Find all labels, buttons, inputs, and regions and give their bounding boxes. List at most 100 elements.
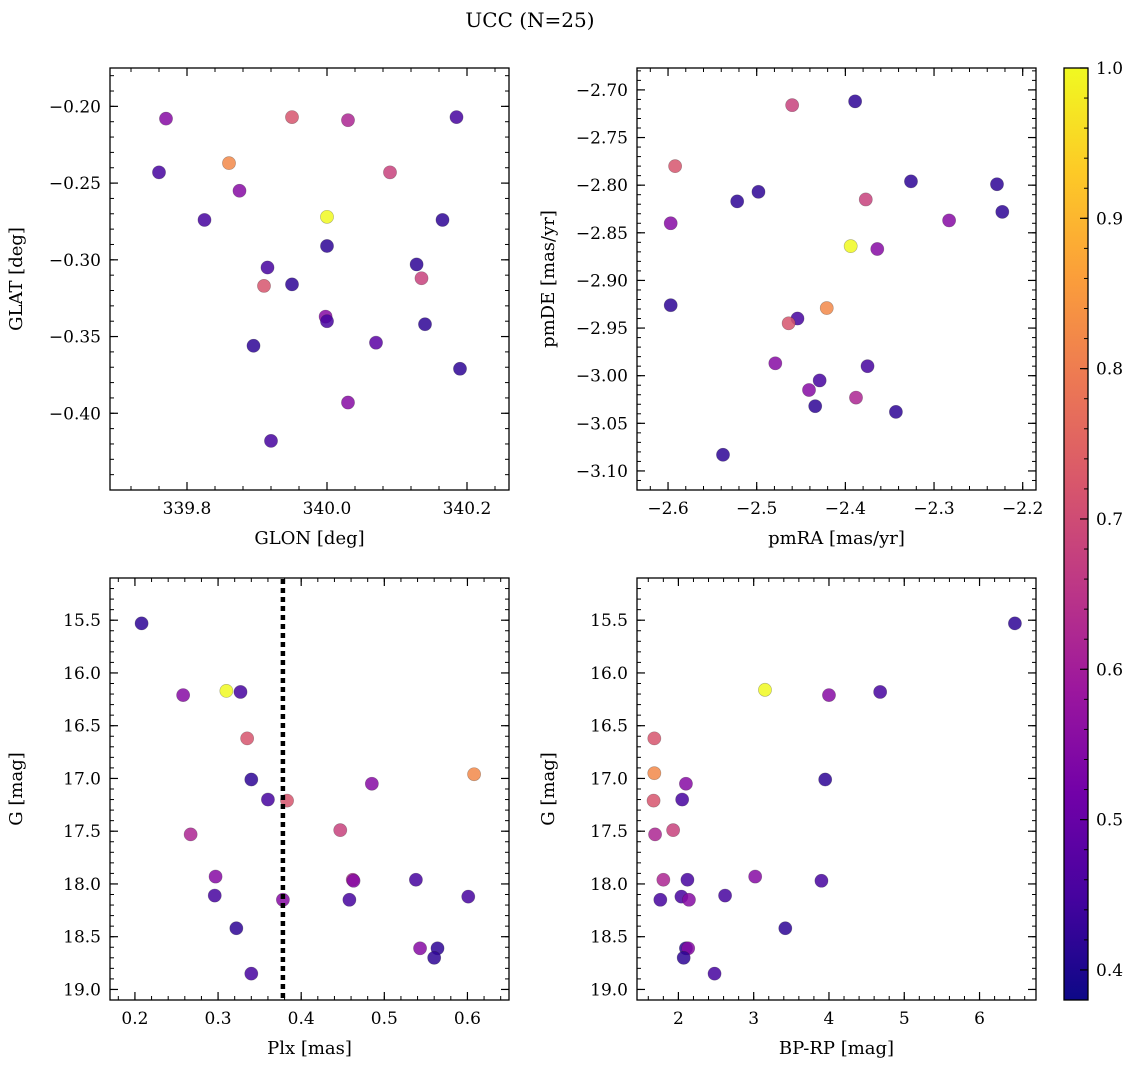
axes-frame [109,577,510,1001]
y-tick-label: −3.00 [576,367,628,387]
colorbar-tick-label: 0.9 [1096,209,1123,229]
y-tick-label: −3.05 [576,414,628,434]
scatter-point [666,823,681,838]
x-tick-label: 340.0 [303,499,352,519]
scatter-point [232,183,247,198]
scatter-point [995,204,1010,219]
axes-frame [109,67,510,491]
colorbar-gradient [1064,68,1088,1000]
scatter-point [682,892,696,907]
x-tick-label: 0.6 [454,1009,481,1029]
x-tick-label: −2.6 [647,499,688,519]
scatter-points [646,616,1022,981]
colorbar-ticks: 0.4 0.5 0.6 0.7 0.8 0.9 1.0 [1080,59,1123,1001]
scatter-point [647,766,662,781]
scatter-point [718,888,732,903]
scatter-point [285,277,299,292]
panel-glon-glat: 339.8 340.0 340.2 −0.40 −0.35 −0.30 −0.25 −0.20… [6,67,510,549]
y-tick-label: 17.5 [590,822,628,842]
scatter-point [680,872,695,887]
y-tick-label: −0.40 [49,404,101,424]
scatter-point [134,616,149,631]
y-tick-label: 19.0 [63,980,101,1000]
scatter-point [244,772,259,787]
scatter-points [663,94,1010,462]
scatter-point [346,873,361,888]
scatter-point [285,110,299,125]
scatter-point [873,685,888,699]
scatter-point [802,383,816,397]
colorbar-tick-label: 0.5 [1096,811,1123,831]
scatter-point [408,872,423,887]
scatter-point [320,209,334,224]
y-tick-label: 19.0 [590,980,628,1000]
scatter-point [647,731,662,746]
y-axis-label: G [mag] [538,752,559,825]
y-tick-label: 18.5 [63,928,101,948]
scatter-point [656,872,671,887]
scatter-point [208,869,223,884]
scatter-point [246,338,261,353]
colorbar-tick-label: 0.4 [1096,961,1123,981]
scatter-point [244,966,259,981]
scatter-point [675,792,690,807]
colorbar: 0.4 0.5 0.6 0.7 0.8 0.9 1.0 [1063,59,1123,1001]
scatter-point [449,110,464,125]
y-tick-label: 18.5 [590,928,628,948]
y-tick-label: 15.5 [63,611,101,631]
scatter-point [942,213,957,228]
scatter-point [758,682,772,697]
y-tick-label: 17.0 [63,769,101,789]
scatter-point [781,316,796,331]
scatter-point [341,395,355,410]
y-axis-label: pmDE [mas/yr] [538,210,559,348]
scatter-point [261,792,275,807]
scatter-point [207,888,222,903]
x-tick-label: −2.5 [736,499,777,519]
y-tick-label: −2.75 [576,129,628,149]
panel-bprp-g: 2 3 4 5 6 15.5 16.0 16.5 17.0 17.5 18.0 18.5 19.0 BP-… [538,577,1037,1059]
scatter-point [197,213,212,227]
y-axis-label: G [mag] [6,752,27,825]
y-tick-label: 15.5 [590,611,628,631]
scatter-point [716,447,730,462]
scatter-point [461,889,476,904]
scatter-point [668,159,683,174]
scatter-point [653,892,668,907]
x-axis-label: pmRA [mas/yr] [768,528,905,549]
scatter-point [320,314,334,329]
colorbar-tick-label: 0.6 [1096,660,1123,680]
scatter-point [152,165,166,180]
minor-ticks [110,68,509,491]
scatter-point [707,966,722,981]
scatter-point [849,390,863,405]
scatter-point [648,827,662,842]
x-tick-label: 0.5 [371,1009,398,1029]
scatter-point [808,399,823,414]
scatter-point [663,216,678,231]
panel-plx-g: 0.2 0.3 0.4 0.5 0.6 15.5 16.0 16.5 17.0 17.5 18.0 1… [6,577,510,1059]
scatter-points [134,616,481,981]
scatter-point [222,156,236,171]
x-axis-label: BP-RP [mag] [779,1038,894,1059]
scatter-point [333,823,348,838]
x-tick-label: −2.4 [825,499,866,519]
scatter-point [257,279,271,293]
y-tick-label: 17.0 [590,769,628,789]
figure-title: UCC (N=25) [465,8,594,32]
y-tick-label: −0.20 [49,97,101,117]
scatter-point [233,685,248,699]
scatter-point [320,239,334,253]
scatter-point [870,242,885,256]
colorbar-tick-label: 1.0 [1096,59,1123,79]
y-tick-label: −2.85 [576,224,628,244]
y-tick-label: −3.10 [576,462,628,482]
scatter-point [751,184,766,199]
colorbar-frame [1063,67,1089,1001]
scatter-point [383,165,397,180]
scatter-point [159,111,173,126]
colorbar-tick-label: 0.7 [1096,510,1123,530]
scatter-point [342,892,357,907]
y-tick-label: −2.95 [576,319,628,339]
